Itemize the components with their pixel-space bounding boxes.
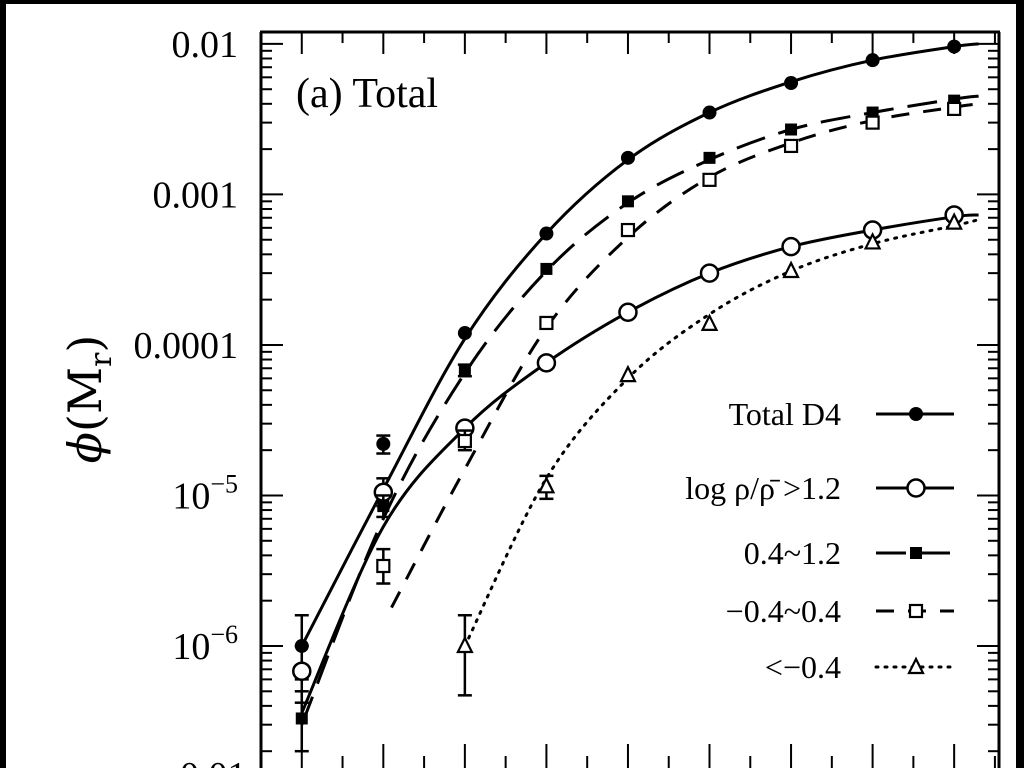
y-tick-label-base: 10 — [172, 475, 210, 517]
y-tick-label: 0.0001 — [134, 325, 239, 367]
y-tick-label: 10−5 — [172, 469, 238, 517]
data-point-series-4 — [782, 260, 800, 279]
y-tick-label: 0.01 — [172, 24, 239, 66]
y-tick-label-exponent: −5 — [210, 469, 238, 498]
data-point-series-3 — [620, 222, 636, 238]
y-tick-label: 0.001 — [153, 174, 239, 216]
y-tick-label-exponent: −6 — [210, 620, 238, 649]
y-axis-label-open: ( — [58, 414, 112, 432]
data-point-series-3 — [865, 115, 880, 130]
data-point-series-2 — [621, 195, 634, 208]
data-point-series-0 — [947, 39, 962, 54]
data-point-series-2 — [703, 151, 716, 164]
data-point-series-0 — [457, 326, 472, 341]
legend-label: 0.4~1.2 — [744, 535, 841, 571]
legend-marker — [909, 407, 923, 421]
data-point-series-0 — [865, 53, 880, 68]
data-point-series-2 — [785, 123, 798, 136]
y-axis-label-sub: r — [84, 352, 119, 367]
series-curve-0 — [300, 42, 979, 647]
data-point-series-1 — [699, 263, 720, 283]
data-point-series-4 — [863, 231, 882, 250]
y-axis-label-close: ) — [58, 335, 112, 353]
data-point-series-4 — [537, 475, 556, 494]
series-curve-2 — [300, 94, 979, 726]
data-point-series-1 — [292, 661, 312, 681]
data-point-series-1 — [618, 302, 638, 322]
data-point-series-3 — [376, 558, 391, 574]
legend-label: Total D4 — [729, 396, 841, 432]
data-point-series-0 — [784, 75, 799, 90]
data-point-series-4 — [700, 313, 719, 331]
data-point-series-1 — [536, 353, 557, 373]
data-point-series-3 — [783, 138, 799, 154]
legend-label: −0.4~0.4 — [726, 593, 841, 629]
data-point-series-3 — [947, 101, 962, 117]
data-point-series-2 — [377, 500, 390, 513]
legend-marker — [907, 656, 925, 675]
data-point-series-0 — [702, 105, 717, 120]
data-point-series-3 — [457, 433, 472, 449]
y-tick-label: 10−6 — [172, 620, 238, 668]
series-curve-4 — [463, 218, 981, 648]
legend-marker — [906, 478, 926, 498]
data-point-series-4 — [945, 212, 963, 230]
chart-figure: 0.01 0.001 0.0001 10−5 10−6 ϕ(Mr) (a) Total … — [6, 4, 1016, 768]
data-point-series-4 — [619, 364, 637, 383]
data-point-series-2 — [458, 364, 471, 377]
legend-marker — [910, 547, 922, 559]
axis-ticks — [261, 32, 999, 768]
legend: Total D4 log ρ/ρ̄ >1.2 0.4~1.2 −0.4~0.4 <−0.… — [685, 396, 956, 685]
y-axis-label: ϕ(Mr) — [58, 335, 119, 464]
data-point-series-2 — [295, 712, 308, 725]
data-point-series-0 — [376, 436, 391, 451]
series-curve-3 — [390, 102, 979, 609]
data-point-series-4 — [456, 635, 474, 654]
y-axis-label-m: M — [58, 367, 112, 414]
plot-frame — [259, 30, 1001, 768]
data-point-series-3 — [702, 172, 717, 187]
lower-panel-top-tick-label: 0.01 — [180, 755, 247, 768]
data-point-series-1 — [781, 236, 801, 257]
model-curves — [300, 42, 981, 726]
legend-marker — [908, 603, 924, 619]
legend-label: <−0.4 — [765, 649, 841, 685]
data-point-series-0 — [620, 150, 635, 165]
data-point-series-0 — [539, 226, 554, 241]
y-tick-label-base: 10 — [172, 626, 210, 668]
data-point-series-3 — [539, 315, 554, 331]
data-points — [292, 39, 964, 753]
panel-title: (a) Total — [296, 71, 438, 117]
series-curve-1 — [300, 213, 979, 714]
data-point-series-2 — [540, 262, 553, 275]
y-axis-label-phi: ϕ — [58, 432, 112, 463]
legend-label: log ρ/ρ̄ >1.2 — [685, 470, 841, 506]
